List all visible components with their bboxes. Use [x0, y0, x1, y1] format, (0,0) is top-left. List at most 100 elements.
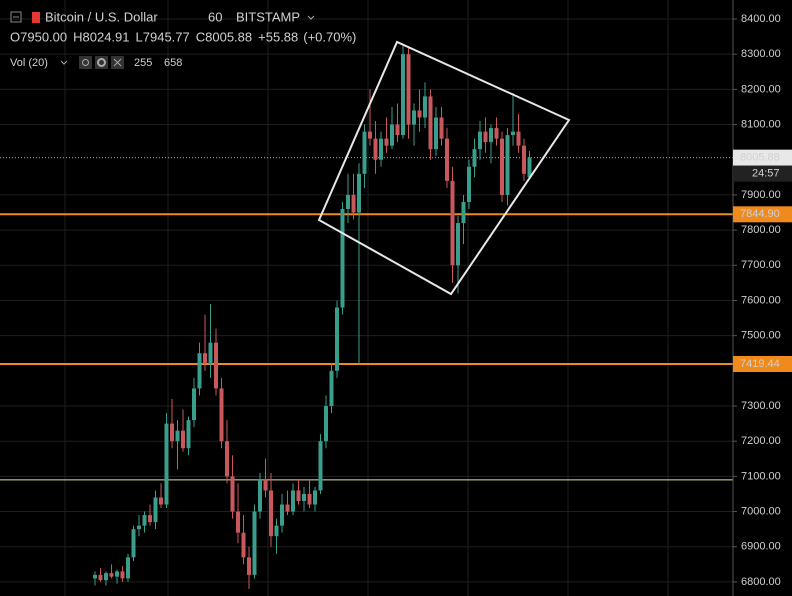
candle-body: [131, 529, 136, 558]
candle-body: [181, 430, 185, 449]
candle-body: [175, 430, 180, 442]
candle-body: [126, 557, 130, 579]
y-tick-label: 7900.00: [741, 189, 781, 201]
candle-body: [291, 490, 295, 512]
header: Bitcoin / U.S. Dollar 60 BITSTAMP O 7950.…: [10, 9, 356, 69]
candle-body: [241, 532, 246, 558]
price-badge: [733, 355, 792, 372]
candle-body: [384, 138, 389, 146]
ohlc-row: O 7950.00 H 8024.91 L 7945.77 C 8005.88 +55.88 (+…: [10, 29, 356, 44]
volume-value: 255: [134, 57, 152, 69]
ohlc-value: 8024.91: [83, 29, 130, 44]
candle-body: [318, 441, 323, 491]
exchange: BITSTAMP: [236, 9, 300, 24]
price-badge-label: 7844.90: [740, 208, 780, 220]
candle-body: [225, 441, 229, 477]
change: +55.88: [258, 29, 298, 44]
candle-body: [450, 180, 455, 266]
candle-body: [230, 476, 235, 512]
candle-body: [401, 54, 405, 136]
candle-body: [203, 353, 207, 364]
candle-body: [208, 342, 213, 364]
candle-body: [379, 138, 383, 160]
candle-body: [302, 493, 306, 502]
y-tick-label: 8300.00: [741, 48, 781, 60]
eye-button[interactable]: [79, 56, 92, 69]
ohlc-key: C: [196, 29, 205, 44]
candle-body: [500, 138, 504, 195]
candle-body: [197, 353, 202, 389]
ohlc-value: 8005.88: [205, 29, 252, 44]
y-tick-label: 7600.00: [741, 294, 781, 306]
settings-icon: [97, 58, 106, 67]
candle-body: [472, 149, 477, 167]
candle-body: [186, 420, 191, 449]
candle-body: [120, 571, 125, 579]
candle-body: [395, 124, 400, 136]
chevron[interactable]: [60, 60, 68, 65]
symbol-name: Bitcoin / U.S. Dollar: [45, 9, 158, 24]
candle-body: [159, 497, 163, 505]
ohlc-value: 7945.77: [143, 29, 190, 44]
price-badge-label: 7419.44: [740, 358, 780, 370]
chevron[interactable]: [307, 15, 315, 20]
price-axis: 8400.00 8300.00 8200.00 8100.00 7900.00 7800.…: [733, 13, 792, 588]
candle-body: [406, 54, 411, 125]
candle-body: [192, 388, 196, 421]
candle-body: [428, 96, 433, 150]
candle-body: [527, 157, 532, 178]
y-tick-label: 8200.00: [741, 83, 781, 95]
candle-body: [417, 110, 422, 118]
candle-body: [351, 194, 356, 213]
close-icon: [113, 58, 122, 67]
candle-body: [142, 515, 147, 526]
candle-body: [478, 131, 482, 150]
interval[interactable]: 60: [208, 9, 222, 24]
candle-body: [236, 511, 240, 533]
y-tick-label: 6900.00: [741, 541, 781, 553]
y-tick-label: 7800.00: [741, 224, 781, 236]
volume-label: Vol (20): [10, 57, 48, 69]
candle-body: [373, 138, 378, 160]
candle-body: [340, 208, 345, 308]
candle-body: [164, 423, 169, 505]
y-tick-label: 8400.00: [741, 13, 781, 25]
candle-body: [285, 504, 290, 512]
candle-body: [313, 490, 317, 505]
candle-body: [461, 201, 466, 224]
last-price-label: 8005.88: [740, 152, 780, 164]
y-tick-label: 6800.00: [741, 576, 781, 588]
candle-body: [346, 194, 350, 209]
ohlc-key: L: [136, 29, 143, 44]
candle-body: [263, 479, 268, 491]
candle-body: [489, 128, 493, 143]
candle-body: [516, 131, 521, 146]
collapse-icon[interactable]: [10, 11, 22, 23]
candle-body: [434, 117, 438, 150]
candle-body: [522, 145, 526, 174]
candle-body: [93, 574, 97, 579]
countdown-label: 24:57: [752, 168, 780, 180]
candle-body: [456, 223, 460, 266]
change-pct: (+0.70%): [303, 29, 356, 44]
settings-button[interactable]: [95, 56, 108, 69]
ohlc-key: H: [73, 29, 82, 44]
candle-body: [368, 131, 372, 139]
drawn-rectangle[interactable]: [317, 40, 571, 296]
candle-body: [247, 557, 251, 575]
candle-body: [307, 493, 312, 505]
y-tick-label: 7000.00: [741, 505, 781, 517]
y-tick-label: 7500.00: [741, 330, 781, 342]
candle-body: [274, 525, 279, 537]
candle-body: [214, 342, 218, 389]
candle-body: [137, 525, 141, 530]
candle-body: [511, 131, 515, 136]
candle-body: [445, 138, 449, 181]
candle-body: [494, 128, 499, 139]
symbol-icon: [32, 12, 40, 23]
ohlc-value: 7950.00: [20, 29, 67, 44]
candles: [93, 43, 532, 589]
y-tick-label: 7100.00: [741, 470, 781, 482]
